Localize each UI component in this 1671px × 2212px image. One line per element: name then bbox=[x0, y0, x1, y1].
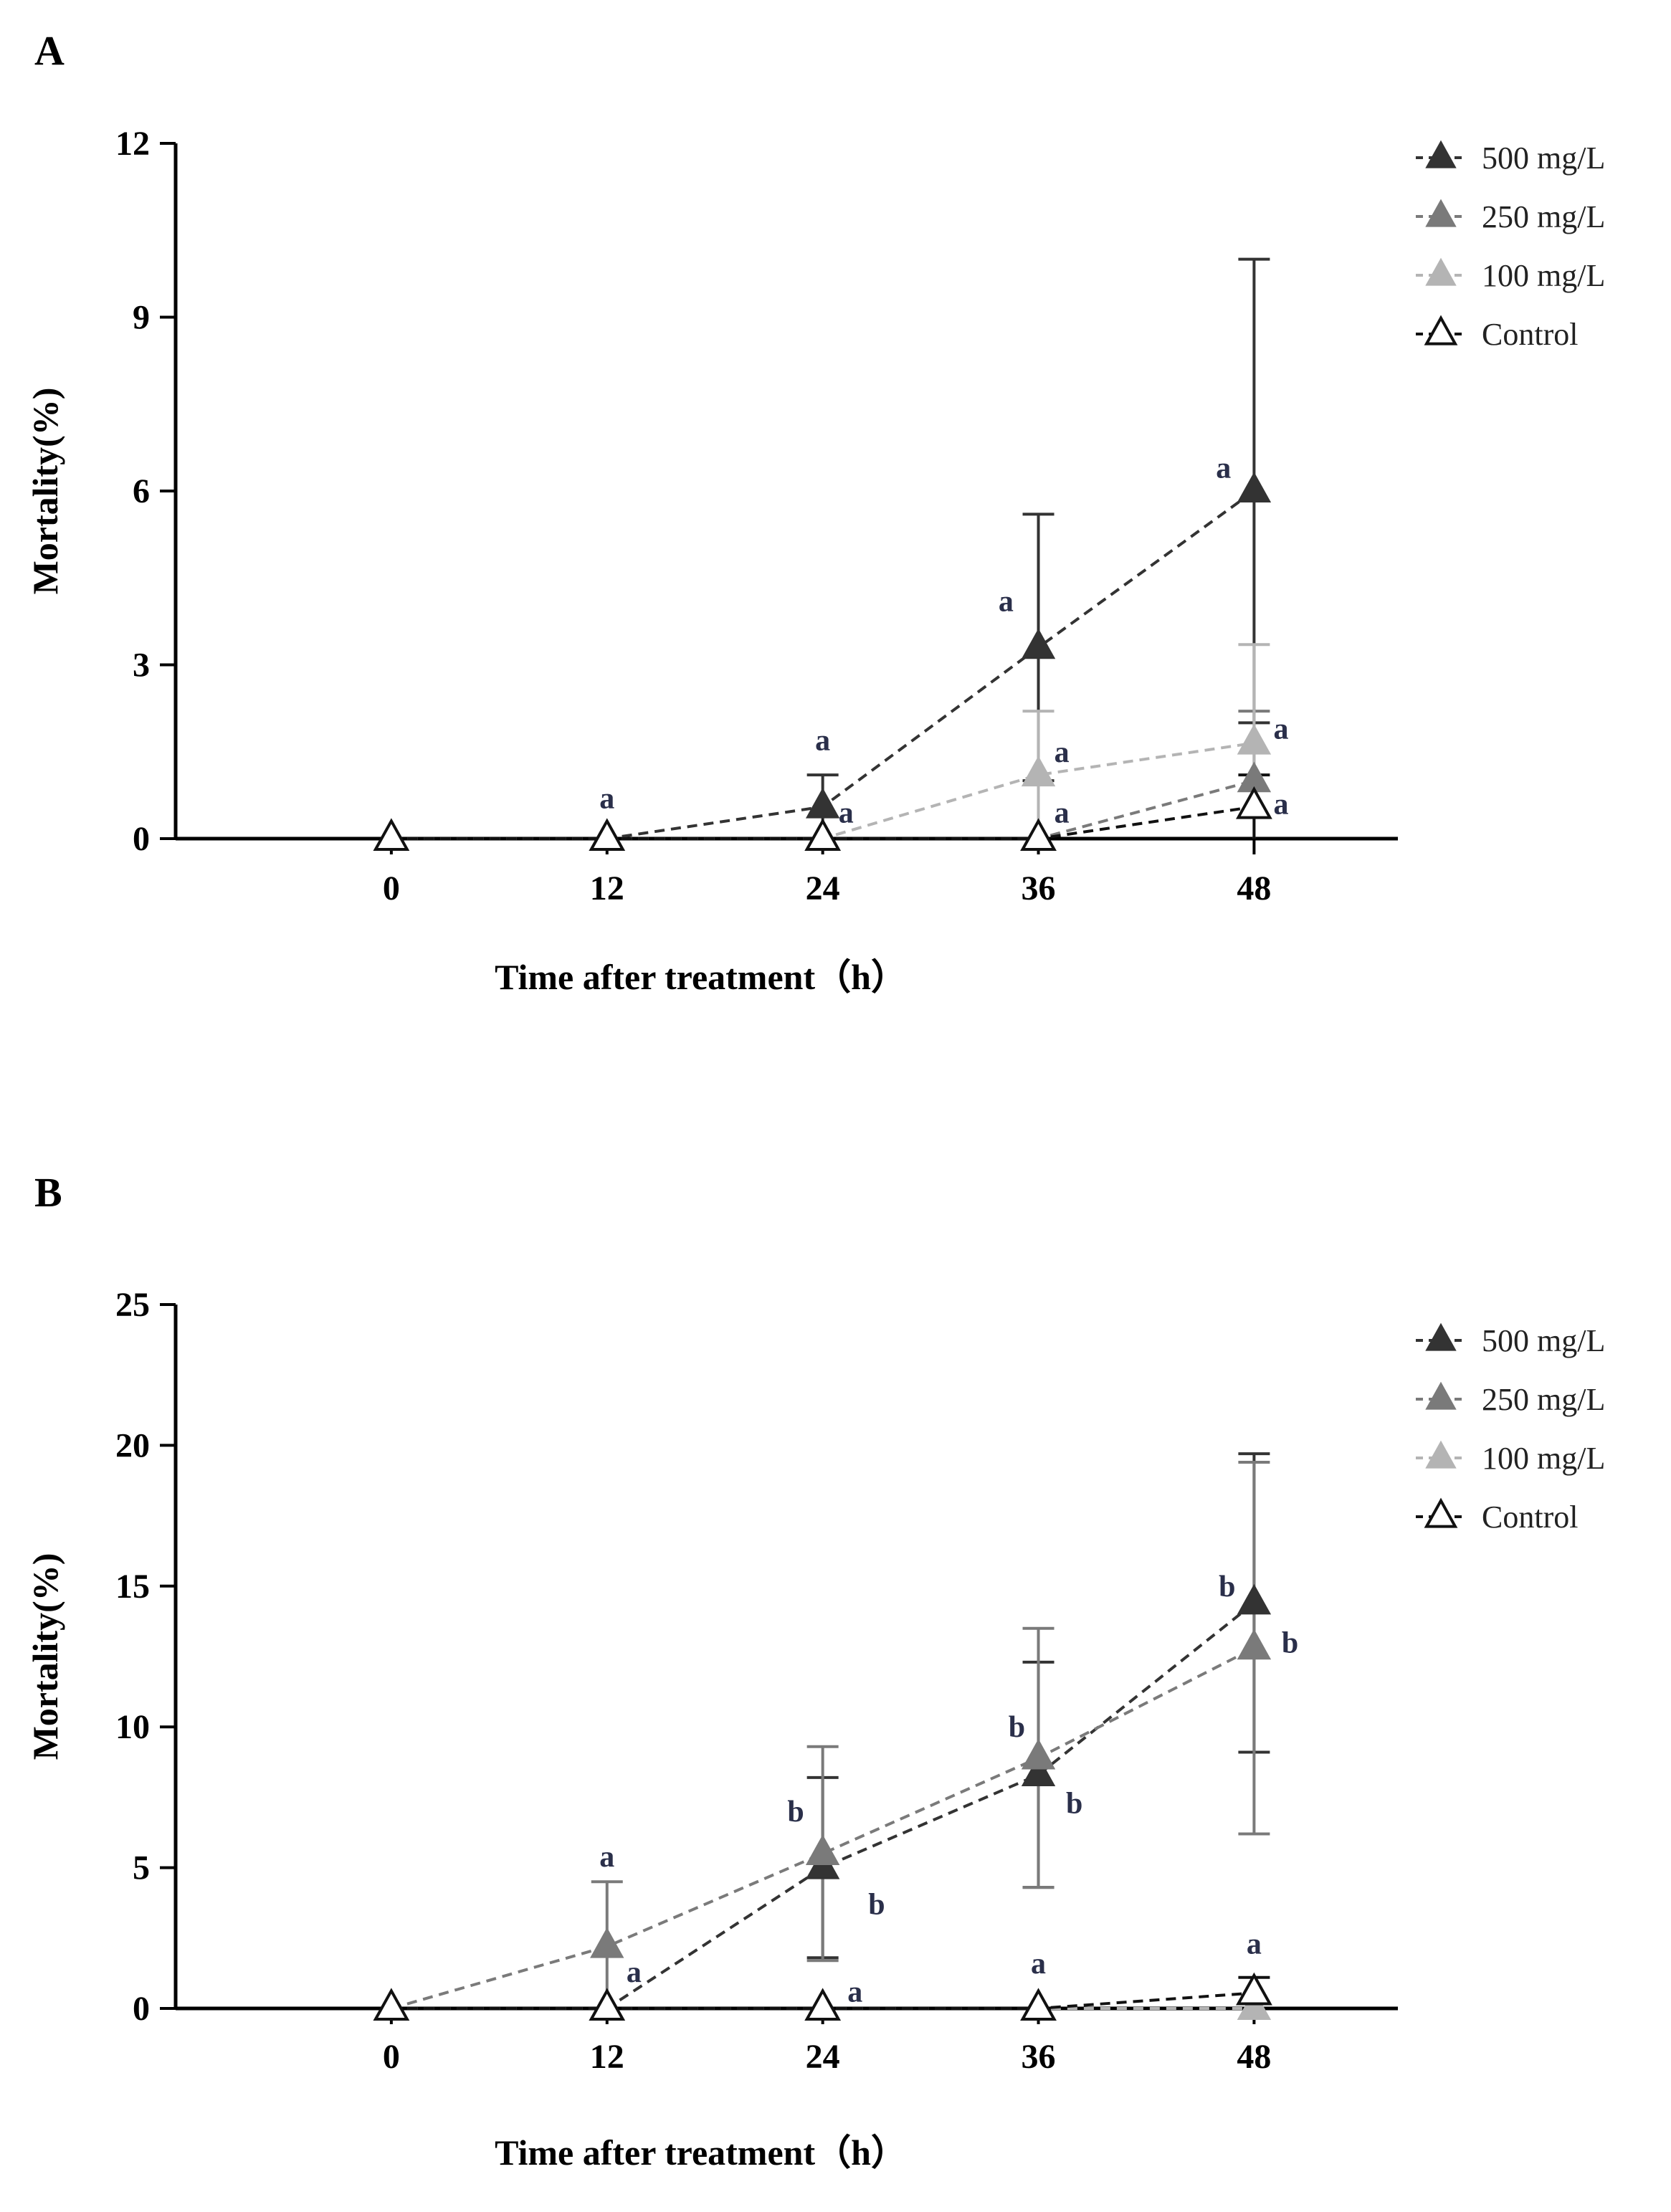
significance-letter: a bbox=[1216, 452, 1231, 485]
data-point-marker bbox=[1236, 1972, 1272, 2006]
x-tick-label: 12 bbox=[590, 869, 624, 907]
legend-item: Control bbox=[1416, 1497, 1578, 1535]
panel-b: B 0 5 10 15 20 25 0 12 24 36 48 Time after treatment… bbox=[25, 1169, 1605, 2173]
y-tick-label: 12 bbox=[115, 125, 150, 163]
significance-letter: a bbox=[815, 725, 830, 758]
significance-letter: a bbox=[1055, 797, 1070, 830]
data-point-marker bbox=[1237, 724, 1272, 755]
legend-marker bbox=[1424, 315, 1458, 345]
legend-marker bbox=[1424, 1497, 1458, 1528]
x-tick-label: 36 bbox=[1022, 2038, 1056, 2076]
y-tick-label: 3 bbox=[133, 647, 150, 685]
legend-marker bbox=[1425, 257, 1457, 286]
data-point-marker bbox=[1237, 472, 1272, 503]
data-point-marker bbox=[1021, 628, 1056, 659]
data-point-marker bbox=[1021, 1738, 1056, 1770]
y-tick-label: 0 bbox=[133, 820, 150, 858]
x-tick-label: 48 bbox=[1237, 2038, 1271, 2076]
data-point-marker bbox=[1021, 1755, 1056, 1787]
data-point-marker bbox=[805, 787, 840, 819]
legend-item: 100 mg/L bbox=[1416, 257, 1605, 293]
panel-letter: A bbox=[34, 27, 65, 74]
significance-letter: a bbox=[1247, 1928, 1262, 1961]
y-tick-label: 6 bbox=[133, 472, 150, 510]
significance-letter: a bbox=[627, 1956, 642, 1989]
significance-letter: b bbox=[868, 1889, 885, 1922]
y-tick-label: 15 bbox=[115, 1568, 150, 1606]
significance-letter: a bbox=[839, 797, 854, 830]
significance-letter: a bbox=[599, 1841, 614, 1874]
data-point-marker bbox=[1021, 755, 1056, 787]
series-line-0 bbox=[391, 1601, 1255, 2010]
legend-item: 500 mg/L bbox=[1416, 140, 1605, 176]
significance-letter: a bbox=[847, 1975, 862, 2008]
data-point-marker bbox=[1020, 818, 1057, 852]
significance-letter: a bbox=[999, 586, 1014, 619]
data-point-marker bbox=[805, 1834, 840, 1866]
legend-marker bbox=[1425, 199, 1457, 227]
y-tick-label: 5 bbox=[133, 1849, 150, 1887]
y-tick-label: 9 bbox=[133, 299, 150, 337]
x-tick-label: 48 bbox=[1237, 869, 1271, 907]
x-tick-label: 0 bbox=[383, 2038, 400, 2076]
legend-marker bbox=[1425, 1381, 1457, 1410]
significance-letter: a bbox=[1274, 788, 1289, 821]
significance-letter: b bbox=[1066, 1787, 1082, 1820]
legend-marker bbox=[1425, 140, 1457, 168]
legend-label: 500 mg/L bbox=[1482, 140, 1605, 176]
y-axis-title: Mortality(%) bbox=[25, 1553, 65, 1760]
significance-letter: b bbox=[1282, 1626, 1298, 1659]
x-tick-label: 24 bbox=[806, 869, 840, 907]
significance-letter: b bbox=[1009, 1711, 1025, 1744]
significance-letter: a bbox=[1274, 712, 1289, 745]
legend-marker bbox=[1425, 1322, 1457, 1351]
data-point-marker bbox=[804, 1988, 842, 2021]
legend-label: 100 mg/L bbox=[1482, 258, 1605, 293]
legend-item: 250 mg/L bbox=[1416, 1381, 1605, 1417]
significance-letter: a bbox=[1055, 736, 1070, 769]
y-tick-label: 25 bbox=[115, 1286, 150, 1324]
x-tick-label: 36 bbox=[1022, 869, 1056, 907]
legend-label: 250 mg/L bbox=[1482, 1382, 1605, 1417]
legend-marker bbox=[1425, 1440, 1457, 1469]
legend-item: 250 mg/L bbox=[1416, 199, 1605, 234]
y-tick-label: 10 bbox=[115, 1708, 150, 1746]
data-point-marker bbox=[1020, 1988, 1057, 2021]
legend-item: Control bbox=[1416, 315, 1578, 352]
significance-letter: b bbox=[1219, 1570, 1235, 1603]
significance-letter: b bbox=[787, 1796, 804, 1829]
x-axis-title: Time after treatment（h） bbox=[495, 957, 907, 997]
y-tick-label: 0 bbox=[133, 1990, 150, 2028]
data-point-marker bbox=[590, 1927, 624, 1958]
data-point-marker bbox=[1237, 1629, 1272, 1660]
y-axis-title: Mortality(%) bbox=[25, 388, 65, 595]
data-point-marker bbox=[804, 818, 842, 852]
significance-letter: a bbox=[1031, 1948, 1046, 1980]
legend-item: 500 mg/L bbox=[1416, 1322, 1605, 1358]
x-tick-label: 24 bbox=[806, 2038, 840, 2076]
legend-label: 250 mg/L bbox=[1482, 199, 1605, 234]
data-point-marker bbox=[373, 1988, 410, 2021]
x-axis-title: Time after treatment（h） bbox=[495, 2132, 907, 2173]
legend-label: Control bbox=[1482, 317, 1578, 352]
legend-item: 100 mg/L bbox=[1416, 1440, 1605, 1476]
x-tick-label: 12 bbox=[590, 2038, 624, 2076]
series-line-1 bbox=[391, 1646, 1255, 2010]
legend-label: 500 mg/L bbox=[1482, 1323, 1605, 1358]
y-tick-label: 20 bbox=[115, 1426, 150, 1464]
data-point-marker bbox=[373, 818, 410, 852]
data-point-marker bbox=[1236, 786, 1272, 819]
data-point-marker bbox=[1237, 1583, 1272, 1615]
legend-label: Control bbox=[1482, 1500, 1578, 1535]
data-point-marker bbox=[589, 1988, 626, 2021]
data-point-marker bbox=[589, 818, 626, 852]
legend-label: 100 mg/L bbox=[1482, 1441, 1605, 1476]
panel-letter: B bbox=[34, 1169, 62, 1216]
x-tick-label: 0 bbox=[383, 869, 400, 907]
significance-letter: a bbox=[599, 782, 614, 815]
